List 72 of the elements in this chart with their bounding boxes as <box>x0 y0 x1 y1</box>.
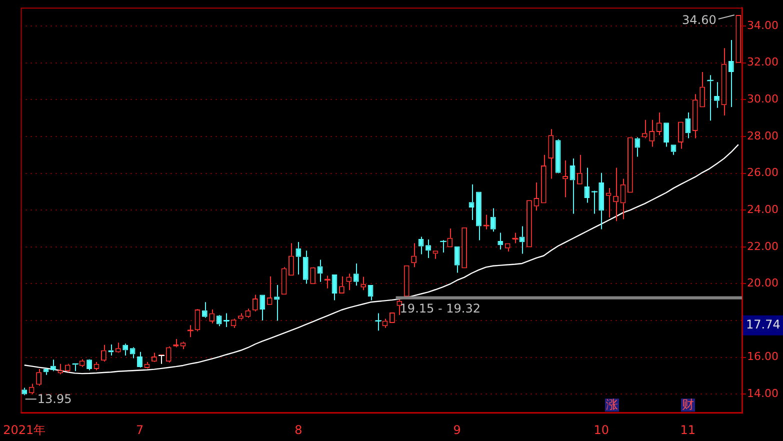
x-tick-label: 7 <box>136 422 144 437</box>
candlestick <box>122 343 128 356</box>
x-tick-label: 10 <box>594 422 609 437</box>
candlestick <box>447 228 453 248</box>
candlestick <box>606 188 612 218</box>
candlestick <box>86 360 92 371</box>
candlestick <box>642 119 648 139</box>
candlestick <box>368 285 374 301</box>
candlestick <box>634 136 640 158</box>
candlestick <box>692 94 698 139</box>
candlestick <box>490 208 496 232</box>
candlestick <box>685 112 691 139</box>
annotation: 17.74 <box>746 317 780 332</box>
candlestick <box>22 387 28 396</box>
y-tick-label: 30.00 <box>747 92 778 106</box>
candlestick <box>498 232 504 250</box>
candlestick <box>137 351 142 367</box>
candlestick <box>548 128 554 180</box>
candlestick <box>504 243 510 252</box>
candlestick <box>274 284 280 322</box>
candlestick <box>238 312 244 320</box>
candlestick <box>50 359 56 372</box>
x-tick-label: 8 <box>294 422 302 437</box>
candlestick <box>678 122 684 150</box>
candlestick <box>100 344 106 362</box>
candlestick <box>570 158 576 214</box>
annotation: 涨 <box>606 398 618 412</box>
candlestick <box>418 236 424 255</box>
y-tick-label: 24.00 <box>747 202 778 216</box>
annotation: 13.95 <box>37 392 72 406</box>
y-tick-label: 26.00 <box>747 166 778 180</box>
band-label: 19.15 - 19.32 <box>400 302 480 316</box>
candlestick <box>476 192 482 241</box>
x-tick-label: 2021年 <box>3 422 46 437</box>
candlestick <box>180 341 186 350</box>
candlestick <box>577 154 582 184</box>
y-tick-label: 28.00 <box>747 129 778 142</box>
candlestick <box>360 276 366 291</box>
candlestick <box>468 184 474 221</box>
candlestick <box>584 167 590 204</box>
candlestick <box>454 246 460 274</box>
candlestick <box>649 119 655 148</box>
y-tick-label: 22.00 <box>747 240 778 253</box>
candlestick <box>302 250 308 284</box>
x-tick-label: 9 <box>453 422 461 437</box>
candlestick <box>202 302 208 318</box>
candlestick <box>58 363 64 375</box>
candlestick <box>664 122 669 148</box>
candlestick <box>540 154 546 204</box>
candlestick <box>426 239 431 258</box>
candlestick <box>296 241 302 276</box>
candlestick <box>555 138 561 173</box>
y-tick-label: 16.00 <box>747 350 778 364</box>
annotation: 34.60 <box>682 13 716 28</box>
y-tick-label: 34.00 <box>747 18 778 32</box>
y-tick-label: 32.00 <box>747 56 778 69</box>
candlestick <box>728 40 734 108</box>
candlestick <box>656 112 662 136</box>
candlestick <box>670 144 676 156</box>
candlestick <box>310 267 316 284</box>
candlestick <box>562 160 568 198</box>
y-tick-label: 14.00 <box>747 387 778 400</box>
candlestick <box>317 259 323 282</box>
candlestick <box>130 346 136 359</box>
candlestick <box>252 294 258 312</box>
x-tick-label: 11 <box>680 422 696 437</box>
candlestick <box>216 316 222 327</box>
y-tick-label: 20.00 <box>747 276 778 290</box>
candlestick <box>115 342 121 352</box>
candlestick <box>700 72 706 108</box>
annotation: 财 <box>682 398 694 412</box>
candlestick <box>288 242 294 276</box>
